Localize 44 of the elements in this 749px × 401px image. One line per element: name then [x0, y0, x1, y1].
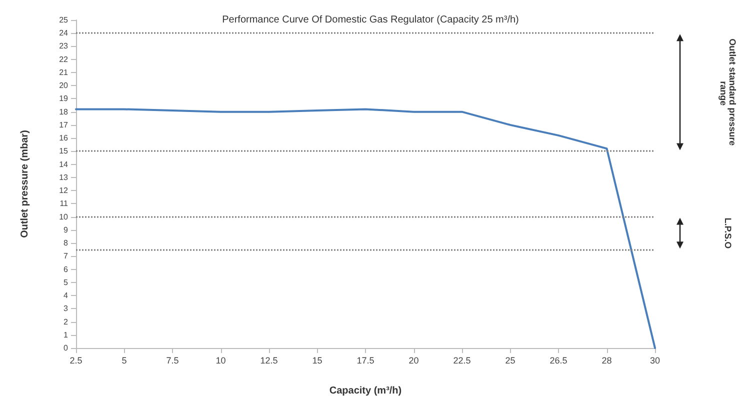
y-tick-label: 24 — [59, 28, 69, 38]
y-tick-label: 6 — [64, 264, 69, 274]
x-tick-label: 2.5 — [70, 356, 82, 366]
y-tick-label: 18 — [59, 107, 69, 116]
x-tick-label: 22.5 — [453, 356, 471, 366]
y-tick-label: 8 — [64, 238, 69, 248]
text: L.P.S.O — [723, 218, 733, 249]
x-tick-label: 12.5 — [260, 356, 278, 366]
y-tick-label: 20 — [59, 81, 69, 90]
y-tick-label: 17 — [59, 120, 69, 130]
y-tick-label: 3 — [64, 304, 69, 314]
y-tick-label: 2 — [64, 317, 69, 326]
y-tick-label: 22 — [59, 54, 69, 64]
x-axis-title: Capacity (m³/h) — [329, 386, 402, 396]
y-tick-label: 10 — [59, 212, 69, 222]
x-tick-label: 25 — [505, 356, 516, 366]
x-tick-label: 7.5 — [166, 356, 179, 366]
y-tick-label: 1 — [64, 330, 69, 340]
y-tick-label: 0 — [64, 344, 69, 352]
y-tick-label: 25 — [59, 16, 69, 24]
chart-title: Performance Curve Of Domestic Gas Regulator (Capacity 25 m³/h) — [222, 14, 519, 26]
y-tick-label: 23 — [59, 42, 69, 51]
x-tick-label: 26.5 — [550, 356, 568, 366]
x-tick-label: 20 — [408, 356, 419, 366]
y-tick-label: 19 — [59, 94, 69, 104]
y-tick-label: 15 — [59, 146, 69, 156]
y-tick-label: 13 — [59, 172, 69, 182]
y-tick-label: 7 — [64, 252, 69, 261]
y-tick-label: 12 — [59, 186, 69, 196]
y-tick-label: 11 — [60, 199, 69, 208]
x-tick-label: 30 — [650, 356, 660, 366]
y-tick-label: 21 — [59, 68, 69, 77]
y-tick-label: 9 — [64, 225, 69, 234]
y-axis-title: Outlet pressure (mbar) — [20, 130, 30, 238]
x-tick-label: 28 — [602, 356, 612, 366]
x-tick-label: 17.5 — [356, 356, 374, 366]
text: Outlet standard pressure range — [718, 38, 738, 146]
x-tick-label: 15 — [312, 356, 322, 366]
y-tick-label: 16 — [59, 134, 69, 143]
y-tick-label: 4 — [64, 291, 69, 300]
x-tick-label: 5 — [122, 356, 127, 366]
y-tick-label: 5 — [64, 278, 69, 287]
y-tick-label: 14 — [59, 160, 69, 169]
x-tick-label: 10 — [216, 356, 226, 366]
